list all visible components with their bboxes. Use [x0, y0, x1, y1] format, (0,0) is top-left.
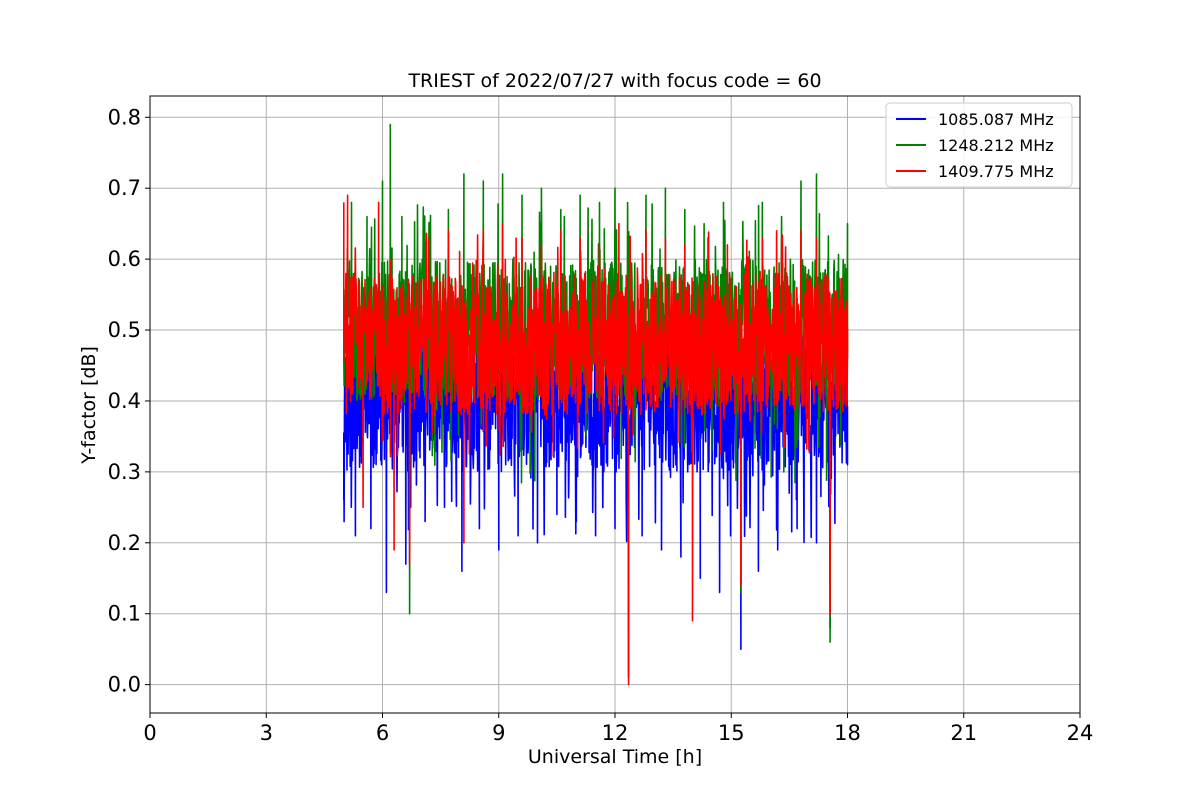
x-tick-label: 18 — [834, 721, 861, 745]
x-tick-label: 21 — [950, 721, 977, 745]
y-tick-label: 0.8 — [108, 105, 141, 129]
y-tick-label: 0.3 — [108, 460, 141, 484]
series-line-0 — [343, 329, 849, 679]
x-ticks: 0 3 6 9 12 15 18 21 24 — [143, 713, 1093, 745]
y-tick-label: 0.4 — [108, 389, 141, 413]
legend-entry-1248: 1248.212 MHz — [938, 136, 1054, 155]
legend: 1085.087 MHz 1248.212 MHz 1409.775 MHz — [885, 102, 1073, 188]
chart-title: TRIEST of 2022/07/27 with focus code = 6… — [407, 70, 821, 92]
y-axis-label: Y-factor [dB] — [78, 346, 100, 465]
legend-entry-1085: 1085.087 MHz — [938, 110, 1054, 129]
legend-box — [885, 102, 1073, 188]
x-tick-label: 3 — [260, 721, 273, 745]
x-tick-label: 9 — [492, 721, 505, 745]
legend-entry-1409: 1409.775 MHz — [938, 162, 1054, 181]
y-ticks: 0.0 0.1 0.2 0.3 0.4 0.5 0.6 0.7 0.8 — [108, 105, 150, 697]
series-line-2 — [343, 194, 849, 686]
y-tick-label: 0.1 — [108, 602, 141, 626]
x-tick-label: 6 — [376, 721, 389, 745]
y-tick-label: 0.5 — [108, 318, 141, 342]
series-group — [343, 123, 849, 686]
x-tick-label: 15 — [718, 721, 745, 745]
y-tick-label: 0.0 — [108, 673, 141, 697]
y-tick-label: 0.7 — [108, 176, 141, 200]
y-tick-label: 0.6 — [108, 247, 141, 271]
y-tick-label: 0.2 — [108, 531, 141, 555]
x-tick-label: 24 — [1067, 721, 1094, 745]
x-axis-label: Universal Time [h] — [528, 746, 702, 768]
x-tick-label: 12 — [602, 721, 629, 745]
x-tick-label: 0 — [143, 721, 156, 745]
